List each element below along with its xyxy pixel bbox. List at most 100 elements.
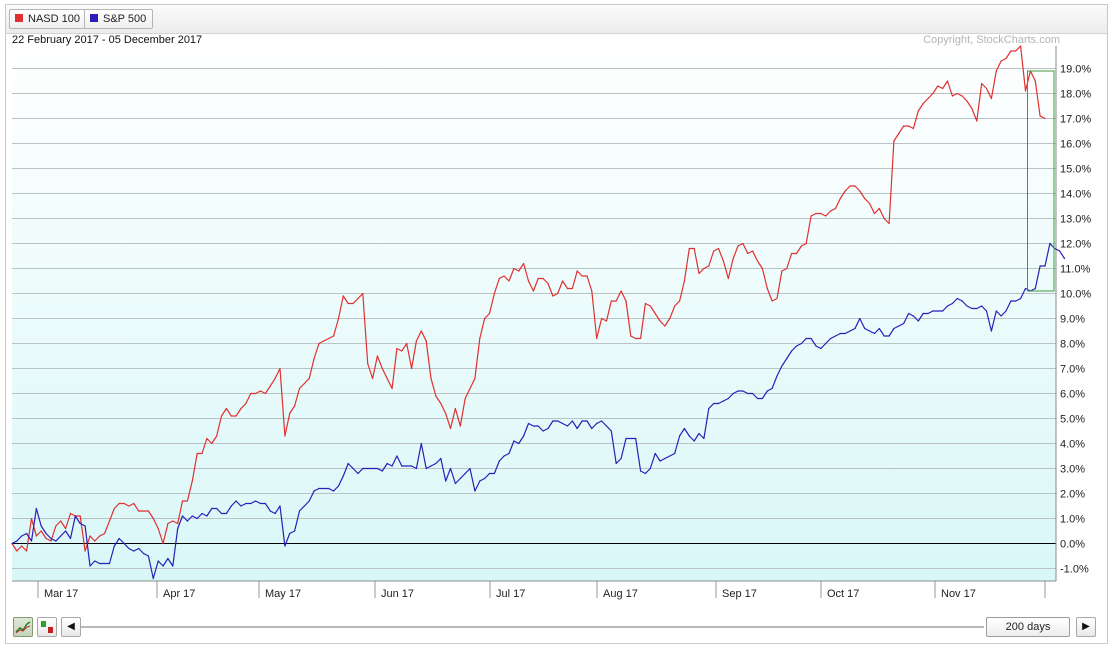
data-point-nasd100 — [484, 317, 486, 320]
y-tick-label: 6.0% — [1060, 389, 1085, 401]
data-point-nasd100 — [703, 267, 705, 270]
y-tick-label: 19.0% — [1060, 64, 1091, 76]
data-point-nasd100 — [854, 185, 856, 187]
data-point-nasd100 — [571, 287, 574, 290]
data-point-sp500 — [674, 452, 676, 455]
data-point-nasd100 — [225, 407, 227, 410]
data-point-nasd100 — [469, 387, 471, 390]
data-point-sp500 — [469, 467, 471, 470]
data-point-nasd100 — [810, 215, 812, 217]
data-point-sp500 — [956, 297, 958, 300]
data-point-sp500 — [781, 365, 783, 367]
data-point-sp500 — [566, 425, 569, 427]
data-point-nasd100 — [932, 92, 934, 95]
left-arrow-icon[interactable]: ◀ — [61, 617, 81, 637]
data-point-nasd100 — [123, 502, 125, 505]
data-point-sp500 — [21, 535, 23, 537]
data-point-sp500 — [1063, 257, 1066, 260]
data-point-sp500 — [527, 422, 530, 425]
data-point-nasd100 — [688, 247, 690, 250]
data-point-nasd100 — [951, 95, 954, 97]
data-point-nasd100 — [752, 250, 754, 252]
data-point-sp500 — [752, 392, 754, 395]
data-point-sp500 — [162, 565, 164, 567]
data-point-sp500 — [55, 540, 57, 542]
data-point-nasd100 — [717, 247, 720, 250]
data-point-sp500 — [152, 577, 154, 580]
data-point-sp500 — [630, 437, 632, 440]
data-point-sp500 — [654, 452, 656, 455]
bar-chart-icon[interactable] — [37, 617, 57, 637]
data-point-sp500 — [211, 507, 213, 510]
data-point-nasd100 — [625, 300, 627, 302]
data-point-sp500 — [381, 470, 383, 472]
data-point-sp500 — [601, 420, 603, 422]
data-point-sp500 — [133, 550, 135, 552]
data-point-nasd100 — [152, 517, 154, 520]
data-point-sp500 — [825, 342, 827, 345]
data-point-sp500 — [927, 312, 929, 315]
legend-sp500-button[interactable]: S&P 500 — [84, 9, 154, 29]
data-point-sp500 — [995, 310, 997, 312]
data-point-nasd100 — [610, 300, 612, 302]
data-point-sp500 — [669, 455, 671, 457]
data-point-nasd100 — [742, 242, 744, 245]
data-point-sp500 — [966, 305, 968, 307]
data-point-nasd100 — [255, 392, 257, 395]
data-point-sp500 — [576, 427, 578, 430]
data-point-sp500 — [415, 467, 417, 470]
legend-nasd100-button[interactable]: NASD 100 — [9, 9, 87, 29]
data-point-sp500 — [240, 505, 242, 507]
data-point-nasd100 — [50, 540, 52, 542]
data-point-nasd100 — [1039, 115, 1041, 117]
data-point-sp500 — [113, 545, 115, 547]
selection-highlight-box — [1027, 70, 1055, 292]
data-point-sp500 — [922, 312, 924, 315]
data-point-sp500 — [294, 530, 296, 532]
data-point-nasd100 — [917, 110, 919, 112]
data-point-nasd100 — [411, 367, 413, 370]
x-tick-label: Apr 17 — [163, 588, 195, 600]
data-point-sp500 — [596, 422, 598, 425]
range-selector[interactable]: 200 days — [986, 617, 1070, 637]
data-point-sp500 — [766, 390, 768, 392]
data-point-sp500 — [810, 337, 812, 340]
line-chart-icon[interactable] — [13, 617, 33, 637]
data-point-sp500 — [303, 505, 305, 507]
data-point-sp500 — [269, 510, 271, 512]
data-point-sp500 — [552, 420, 554, 422]
data-point-nasd100 — [562, 280, 564, 282]
data-point-nasd100 — [435, 395, 437, 397]
data-point-nasd100 — [605, 320, 608, 322]
data-point-nasd100 — [635, 337, 637, 340]
y-tick-label: 16.0% — [1060, 139, 1091, 151]
data-point-nasd100 — [474, 377, 476, 380]
plot-background — [12, 46, 1056, 581]
data-point-sp500 — [26, 532, 28, 535]
data-point-nasd100 — [45, 537, 47, 540]
data-point-nasd100 — [196, 452, 198, 455]
data-point-nasd100 — [864, 197, 866, 200]
timeline-slider[interactable] — [81, 626, 984, 628]
data-point-nasd100 — [976, 120, 978, 122]
data-point-nasd100 — [523, 262, 525, 265]
y-tick-label: -1.0% — [1060, 564, 1089, 576]
data-point-sp500 — [498, 460, 500, 462]
right-arrow-icon[interactable]: ▶ — [1076, 617, 1096, 637]
data-point-sp500 — [206, 515, 208, 517]
data-point-sp500 — [635, 437, 637, 440]
data-point-sp500 — [74, 515, 76, 517]
data-point-sp500 — [990, 330, 993, 332]
data-point-nasd100 — [518, 270, 520, 272]
data-point-nasd100 — [294, 405, 296, 407]
y-tick-label: 17.0% — [1060, 114, 1091, 126]
data-point-sp500 — [16, 540, 18, 542]
data-point-nasd100 — [830, 210, 832, 212]
data-point-sp500 — [11, 542, 13, 545]
data-point-nasd100 — [337, 317, 340, 320]
data-point-nasd100 — [425, 340, 427, 342]
data-point-sp500 — [318, 487, 320, 490]
data-point-sp500 — [849, 330, 851, 332]
data-point-nasd100 — [479, 337, 481, 340]
y-tick-label: 13.0% — [1060, 214, 1091, 226]
